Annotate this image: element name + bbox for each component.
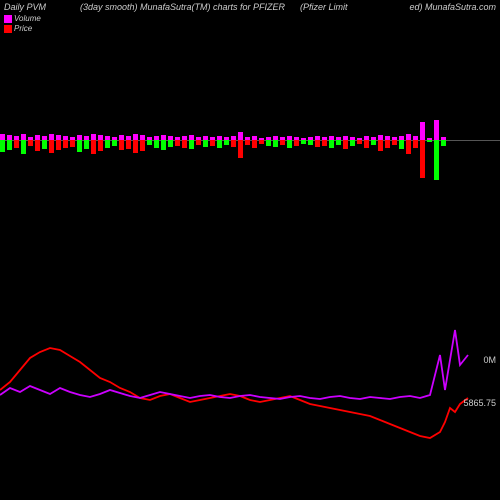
header-stock-name: (Pfizer Limit — [300, 2, 348, 12]
volume-bar — [119, 100, 124, 180]
volume-bar — [112, 100, 117, 180]
volume-bar — [126, 100, 131, 180]
legend-volume-label: Volume — [14, 14, 41, 23]
volume-bar — [14, 100, 19, 180]
volume-bar — [322, 100, 327, 180]
volume-bar — [420, 100, 425, 180]
volume-bar — [203, 100, 208, 180]
volume-bar — [217, 100, 222, 180]
volume-bar — [161, 100, 166, 180]
volume-bar — [245, 100, 250, 180]
volume-bar-chart — [0, 100, 470, 180]
volume-bar — [315, 100, 320, 180]
volume-bar — [49, 100, 54, 180]
volume-bar — [301, 100, 306, 180]
volume-bar — [385, 100, 390, 180]
volume-bar — [189, 100, 194, 180]
legend-price: Price — [4, 24, 41, 33]
volume-bar — [77, 100, 82, 180]
volume-bar — [56, 100, 61, 180]
volume-bar — [70, 100, 75, 180]
volume-bar — [259, 100, 264, 180]
header-source: ed) MunafaSutra.com — [409, 2, 496, 12]
volume-bar — [91, 100, 96, 180]
volume-bar — [7, 100, 12, 180]
volume-bar — [35, 100, 40, 180]
volume-bar — [406, 100, 411, 180]
volume-bar — [28, 100, 33, 180]
volume-line — [0, 330, 468, 399]
volume-bar — [133, 100, 138, 180]
volume-bar — [287, 100, 292, 180]
volume-bar — [147, 100, 152, 180]
volume-bar — [364, 100, 369, 180]
line-chart-svg — [0, 300, 470, 500]
volume-bar — [434, 100, 439, 180]
volume-bar — [210, 100, 215, 180]
volume-bar — [63, 100, 68, 180]
volume-bar — [0, 100, 5, 180]
volume-bar — [329, 100, 334, 180]
volume-bar — [84, 100, 89, 180]
volume-bar — [231, 100, 236, 180]
volume-bar — [140, 100, 145, 180]
price-axis-label: 5865.75 — [463, 398, 496, 408]
volume-bar — [42, 100, 47, 180]
header-left-label: Daily PVM — [4, 2, 46, 12]
volume-bar — [399, 100, 404, 180]
volume-bar — [350, 100, 355, 180]
volume-bar — [238, 100, 243, 180]
volume-bar — [98, 100, 103, 180]
volume-bar — [392, 100, 397, 180]
bar-chart-baseline — [0, 140, 500, 141]
volume-bar — [371, 100, 376, 180]
volume-axis-label: 0M — [483, 355, 496, 365]
price-swatch — [4, 25, 12, 33]
legend-volume: Volume — [4, 14, 41, 23]
volume-bar — [441, 100, 446, 180]
volume-bar — [378, 100, 383, 180]
volume-bar — [168, 100, 173, 180]
price-volume-line-chart — [0, 300, 500, 500]
volume-bar — [224, 100, 229, 180]
volume-bar — [294, 100, 299, 180]
volume-bar — [336, 100, 341, 180]
header-subtitle: (3day smooth) MunafaSutra(TM) charts for… — [80, 2, 285, 12]
volume-bar — [273, 100, 278, 180]
volume-bar — [413, 100, 418, 180]
volume-bar — [252, 100, 257, 180]
volume-swatch — [4, 15, 12, 23]
volume-bar — [182, 100, 187, 180]
volume-bar — [196, 100, 201, 180]
chart-legend: Volume Price — [4, 14, 41, 34]
volume-bar — [280, 100, 285, 180]
volume-bar — [427, 100, 432, 180]
price-line — [0, 348, 468, 438]
volume-bar — [343, 100, 348, 180]
volume-bar — [154, 100, 159, 180]
volume-bar — [105, 100, 110, 180]
volume-bar — [266, 100, 271, 180]
legend-price-label: Price — [14, 24, 32, 33]
volume-bar — [308, 100, 313, 180]
volume-bar — [21, 100, 26, 180]
volume-bar — [357, 100, 362, 180]
volume-bar — [175, 100, 180, 180]
